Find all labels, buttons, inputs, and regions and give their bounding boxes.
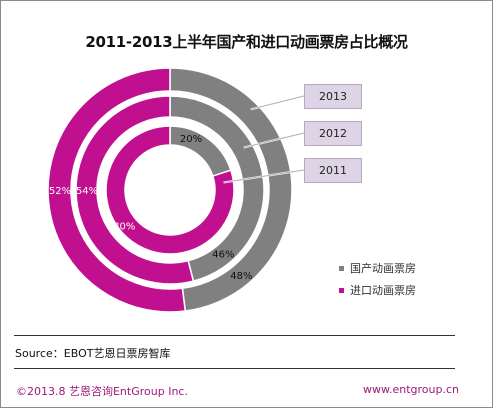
donut-slice-2011-imported xyxy=(105,125,235,255)
legend-label-imported: 进口动画票房 xyxy=(350,284,416,297)
callout-line-2011-stroke xyxy=(223,169,305,183)
year-label-2012: 2012 xyxy=(304,121,362,146)
legend-swatch-domestic xyxy=(339,265,344,271)
year-label-2011: 2011 xyxy=(304,158,362,183)
year-label-2013: 2013 xyxy=(304,84,362,109)
pct-label-2013-imported: 52% xyxy=(49,186,71,197)
pct-label-2012-domestic: 46% xyxy=(212,250,234,261)
footer-url: www.entgroup.cn xyxy=(363,383,459,396)
pct-label-2011-domestic: 20% xyxy=(180,134,202,145)
callout-line-2013-stroke xyxy=(250,95,305,110)
percentage-labels: 20% 80% 46% 54% 48% 52% xyxy=(49,134,253,282)
divider-line xyxy=(14,368,455,369)
footer-copyright: ©2013.8 艺恩咨询EntGroup Inc. xyxy=(16,385,188,398)
donut-slice-2013-imported xyxy=(47,67,187,313)
legend-item-imported: 进口动画票房 xyxy=(339,282,416,298)
legend-swatch-imported xyxy=(339,287,344,293)
pct-label-2012-imported: 54% xyxy=(76,186,98,197)
divider-line xyxy=(14,335,455,336)
pct-label-2013-domestic: 48% xyxy=(230,271,252,282)
legend-item-domestic: 国产动画票房 xyxy=(339,260,416,276)
year-callout-lines xyxy=(223,95,305,184)
chart-title: 2011-2013上半年国产和进口动画票房占比概况 xyxy=(85,33,408,51)
pct-label-2011-imported: 80% xyxy=(113,222,135,233)
callout-line-2012-stroke xyxy=(243,132,305,148)
source-text: Source：EBOT艺恩日票房智库 xyxy=(15,347,171,360)
donut-rings xyxy=(47,67,293,313)
donut-slice-2012-imported xyxy=(75,95,195,285)
legend-label-domestic: 国产动画票房 xyxy=(350,262,416,275)
